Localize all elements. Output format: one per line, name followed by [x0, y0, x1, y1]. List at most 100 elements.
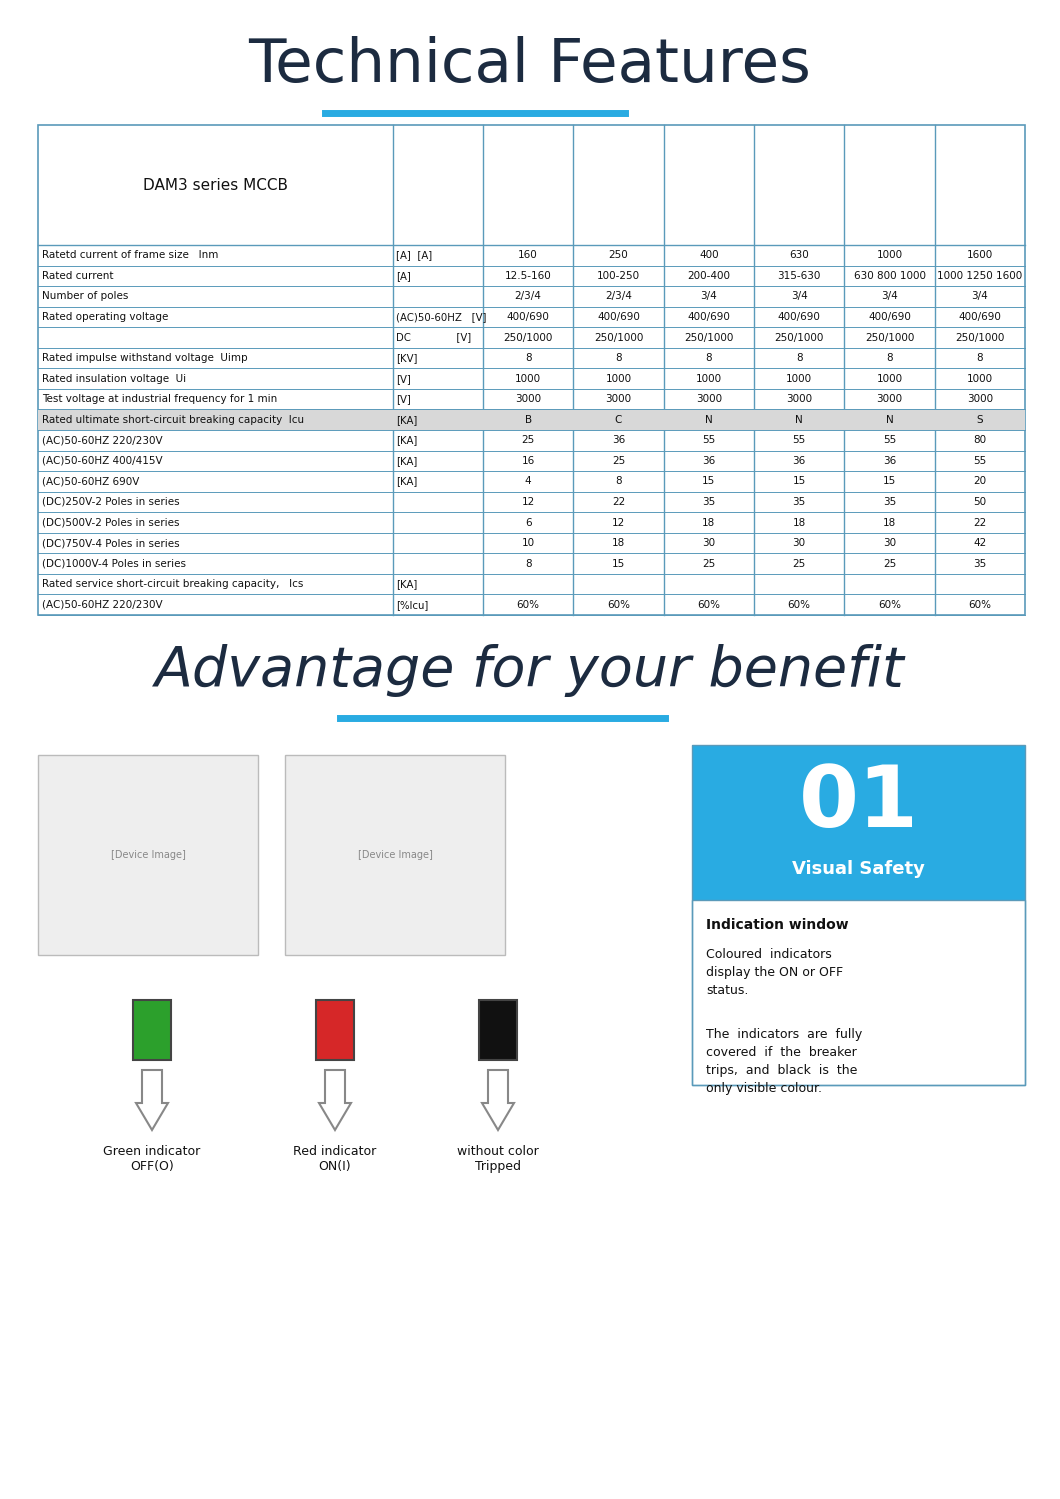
Text: 160: 160 [518, 250, 538, 261]
Text: [KA]: [KA] [396, 456, 418, 466]
Text: Rated current: Rated current [42, 271, 113, 280]
Text: 630: 630 [790, 250, 809, 261]
Text: Technical Features: Technical Features [248, 36, 812, 94]
Text: 250/1000: 250/1000 [955, 333, 1005, 342]
Text: 25: 25 [883, 559, 896, 568]
Text: 8: 8 [525, 354, 531, 363]
Text: 8: 8 [976, 354, 983, 363]
Text: 8: 8 [615, 354, 622, 363]
Text: 250: 250 [608, 250, 629, 261]
Text: 3/4: 3/4 [881, 291, 898, 301]
Text: 1000: 1000 [605, 373, 632, 384]
Text: Red indicator
ON(I): Red indicator ON(I) [294, 1145, 376, 1174]
Text: [KA]: [KA] [396, 579, 418, 589]
Text: 35: 35 [793, 498, 806, 507]
Text: 400/690: 400/690 [958, 312, 1002, 322]
Text: without color
Tripped: without color Tripped [457, 1145, 538, 1174]
Text: 3000: 3000 [787, 394, 812, 405]
Text: 55: 55 [793, 435, 806, 445]
Text: 80: 80 [973, 435, 987, 445]
Text: 60%: 60% [516, 600, 540, 610]
Text: (AC)50-60HZ 220/230V: (AC)50-60HZ 220/230V [42, 435, 162, 445]
Text: 3000: 3000 [605, 394, 632, 405]
Text: Rated impulse withstand voltage  Uimp: Rated impulse withstand voltage Uimp [42, 354, 248, 363]
Text: 22: 22 [612, 498, 625, 507]
Text: 55: 55 [702, 435, 716, 445]
Text: Test voltage at industrial frequency for 1 min: Test voltage at industrial frequency for… [42, 394, 278, 405]
Text: 3000: 3000 [877, 394, 902, 405]
Text: 12.5-160: 12.5-160 [505, 271, 551, 280]
Text: 30: 30 [703, 538, 716, 549]
Bar [316, 1000, 354, 1060]
Text: 35: 35 [883, 498, 896, 507]
Text: The  indicators  are  fully
covered  if  the  breaker
trips,  and  black  is  th: The indicators are fully covered if the … [706, 1028, 862, 1094]
Text: 16: 16 [522, 456, 535, 466]
Text: Advantage for your benefit: Advantage for your benefit [155, 643, 905, 697]
Bar [285, 755, 505, 955]
Text: 25: 25 [793, 559, 806, 568]
Text: 15: 15 [612, 559, 625, 568]
Text: 250/1000: 250/1000 [504, 333, 553, 342]
Text: [%Icu]: [%Icu] [396, 600, 428, 610]
Text: 3/4: 3/4 [701, 291, 718, 301]
Text: 3000: 3000 [967, 394, 993, 405]
Text: 4: 4 [525, 477, 531, 486]
Text: C: C [615, 415, 622, 424]
Text: 18: 18 [793, 517, 806, 528]
Text: 18: 18 [883, 517, 896, 528]
Text: 400/690: 400/690 [597, 312, 640, 322]
Text: [V]: [V] [396, 394, 411, 405]
Text: 1000 1250 1600: 1000 1250 1600 [937, 271, 1023, 280]
Text: B: B [525, 415, 532, 424]
Text: 1000: 1000 [967, 373, 993, 384]
Bar [479, 1000, 517, 1060]
Text: Number of poles: Number of poles [42, 291, 128, 301]
Text: (DC)500V-2 Poles in series: (DC)500V-2 Poles in series [42, 517, 179, 528]
Text: 60%: 60% [878, 600, 901, 610]
Text: 15: 15 [702, 477, 716, 486]
Text: 42: 42 [973, 538, 987, 549]
Text: 200-400: 200-400 [687, 271, 730, 280]
Text: 60%: 60% [607, 600, 630, 610]
Text: 60%: 60% [697, 600, 721, 610]
Text: (AC)50-60HZ   [V]: (AC)50-60HZ [V] [396, 312, 487, 322]
Text: 30: 30 [793, 538, 806, 549]
Text: [A]  [A]: [A] [A] [396, 250, 432, 261]
Text: 55: 55 [883, 435, 896, 445]
Text: Rated service short-circuit breaking capacity,   Ics: Rated service short-circuit breaking cap… [42, 579, 303, 589]
Text: 400/690: 400/690 [778, 312, 820, 322]
Text: 55: 55 [973, 456, 987, 466]
Text: 18: 18 [702, 517, 716, 528]
Text: [KA]: [KA] [396, 477, 418, 486]
Text: 1000: 1000 [877, 250, 902, 261]
Text: 2/3/4: 2/3/4 [515, 291, 542, 301]
Text: 1000: 1000 [695, 373, 722, 384]
Text: 30: 30 [883, 538, 896, 549]
Text: [KA]: [KA] [396, 415, 418, 424]
Text: 12: 12 [522, 498, 535, 507]
Bar [132, 1000, 171, 1060]
Text: 1000: 1000 [877, 373, 902, 384]
Polygon shape [319, 1070, 351, 1130]
Text: (DC)1000V-4 Poles in series: (DC)1000V-4 Poles in series [42, 559, 185, 568]
Text: 250/1000: 250/1000 [684, 333, 734, 342]
Text: DAM3 series MCCB: DAM3 series MCCB [143, 177, 288, 192]
Text: 36: 36 [702, 456, 716, 466]
Text: Rated ultimate short-circuit breaking capacity  Icu: Rated ultimate short-circuit breaking ca… [42, 415, 304, 424]
Text: 400/690: 400/690 [868, 312, 911, 322]
Text: 2/3/4: 2/3/4 [605, 291, 632, 301]
Text: N: N [705, 415, 712, 424]
Text: 10: 10 [522, 538, 534, 549]
Text: 8: 8 [525, 559, 531, 568]
Text: 8: 8 [615, 477, 622, 486]
Polygon shape [136, 1070, 167, 1130]
Text: 01: 01 [798, 763, 918, 845]
Text: 250/1000: 250/1000 [775, 333, 824, 342]
Text: 250/1000: 250/1000 [594, 333, 643, 342]
Text: [KV]: [KV] [396, 354, 418, 363]
Text: 8: 8 [706, 354, 712, 363]
Text: (DC)250V-2 Poles in series: (DC)250V-2 Poles in series [42, 498, 179, 507]
Text: 3/4: 3/4 [791, 291, 808, 301]
Text: 36: 36 [793, 456, 806, 466]
Text: Rated operating voltage: Rated operating voltage [42, 312, 169, 322]
